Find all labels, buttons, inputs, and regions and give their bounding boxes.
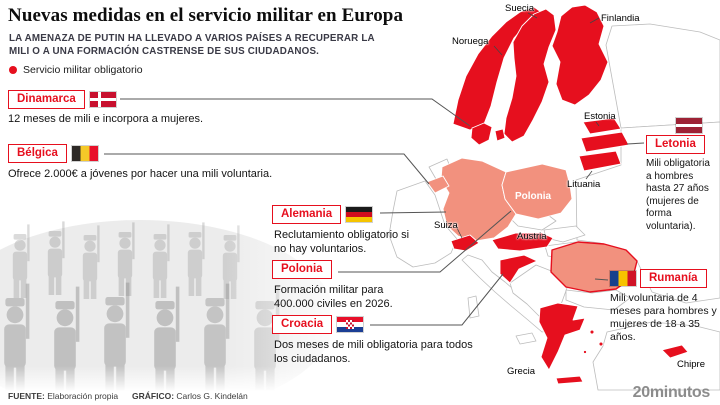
map-island-sicily (515, 332, 537, 345)
denmark-flag-icon (89, 92, 116, 107)
label-pointer-lines (455, 12, 600, 239)
page-title: Nuevas medidas en el servicio militar en… (8, 5, 404, 26)
map-country-switzerland (450, 234, 480, 252)
map-country-latvia (580, 131, 630, 153)
belgium-flag-icon (71, 146, 98, 161)
map-label-austria: Austria (517, 231, 547, 242)
callout-croacia: Croacia (272, 315, 364, 334)
leader-line-letonia (626, 142, 645, 145)
map-island-sardinia (467, 295, 480, 319)
callout-belgica-label: Bélgica (8, 144, 67, 163)
callout-alemania-label: Alemania (272, 205, 342, 224)
callout-alemania-desc: Reclutamiento obligatorio si no hay volu… (274, 229, 410, 255)
subtitle-line-2: MILI O A UNA FORMACIÓN CASTRENSE DE SUS … (9, 45, 320, 57)
callout-croacia-desc: Dos meses de mili obligatoria para todos… (274, 339, 473, 365)
map-island-greek-2 (598, 341, 604, 347)
latvia-flag-icon (676, 118, 702, 133)
pointer-finlandia (589, 17, 600, 24)
map-country-germany (440, 157, 517, 242)
leader-line-belgica (104, 153, 430, 185)
footer-source: FUENTE: Elaboración propia (8, 391, 118, 401)
legend: Servicio militar obligatorio (9, 64, 143, 76)
map-island-greek-3 (582, 349, 588, 355)
pointer-noruega (493, 45, 503, 56)
map-country-finland (551, 4, 609, 106)
callout-croacia-label: Croacia (272, 315, 333, 334)
map-label-polonia: Polonia (515, 191, 552, 202)
romania-flag-icon (610, 271, 636, 286)
map-country-poland (501, 163, 573, 220)
map-country-bulgaria (565, 289, 631, 311)
leader-line-dinamarca (120, 98, 471, 127)
footer-credit-label: GRÁFICO: (132, 391, 175, 401)
leader-line-alemania (379, 211, 447, 214)
footer-credit-value: Carlos G. Kindelán (176, 391, 248, 401)
callout-rumania: Rumanía (640, 269, 707, 288)
callout-rumania-label: Rumanía (640, 269, 707, 288)
leader-line-croacia (370, 273, 504, 326)
map-label-chipre: Chipre (677, 359, 705, 370)
callout-belgica: Bélgica (8, 144, 98, 163)
callout-polonia-desc: Formación militar para 400.000 civiles e… (274, 284, 393, 310)
brand-logo: 20minutos (632, 384, 711, 401)
callout-polonia-label: Polonia (272, 260, 332, 279)
map-country-estonia (582, 117, 622, 135)
footer-source-value: Elaboración propia (47, 391, 119, 401)
callout-letonia-desc: Mili obligatoria a hombres hasta 27 años… (646, 158, 710, 232)
map-island-greek-1 (589, 329, 595, 335)
map-country-cyprus (661, 344, 689, 359)
subtitle-line-1: LA AMENAZA DE PUTIN HA LLEVADO A VARIOS … (9, 33, 375, 44)
red-dot-icon (9, 66, 17, 74)
map-label-estonia: Estonia (584, 111, 616, 122)
leader-line-rumania (594, 278, 609, 281)
map-island-denmark (494, 128, 506, 142)
map-label-lituania: Lituania (567, 179, 601, 190)
pointer-lituania (585, 170, 593, 180)
map-label-grecia: Grecia (507, 366, 535, 377)
footer-credit: GRÁFICO: Carlos G. Kindelán (132, 391, 248, 401)
callout-dinamarca: Dinamarca (8, 90, 116, 109)
callout-alemania: Alemania (272, 205, 373, 224)
map-country-belgium (426, 175, 450, 194)
callout-letonia-label: Letonia (646, 135, 705, 154)
map-country-sweden (503, 8, 557, 143)
callout-rumania-desc: Mili voluntaria de 4 meses para hombres … (610, 292, 717, 343)
callout-dinamarca-desc: 12 meses de mili e incorpora a mujeres. (8, 113, 204, 125)
map-label-finlandia: Finlandia (601, 13, 640, 24)
callout-letonia: Letonia (646, 135, 705, 154)
callout-dinamarca-label: Dinamarca (8, 90, 85, 109)
pointer-suiza (455, 225, 463, 239)
map-country-turkey (592, 321, 720, 391)
footer-source-label: FUENTE: (8, 391, 45, 401)
germany-flag-icon (346, 207, 373, 222)
map-island-crete (555, 375, 584, 385)
legend-label: Servicio militar obligatorio (23, 64, 143, 76)
subtitle: LA AMENAZA DE PUTIN HA LLEVADO A VARIOS … (9, 33, 375, 58)
map-country-croatia (499, 254, 538, 284)
callout-polonia: Polonia (272, 260, 332, 279)
map-country-lithuania (578, 150, 622, 172)
map-label-suecia: Suecia (505, 3, 535, 14)
map-label-noruega: Noruega (452, 36, 489, 47)
map-country-denmark (470, 122, 493, 146)
callout-belgica-desc: Ofrece 2.000€ a jóvenes por hacer una mi… (8, 168, 273, 180)
pointer-estonia (595, 121, 600, 127)
pointer-suecia (527, 12, 538, 19)
map-label-suiza: Suiza (434, 220, 458, 231)
croatia-flag-icon (337, 317, 364, 332)
map-country-austria (491, 232, 554, 252)
map-country-russia-north (605, 23, 720, 129)
map-country-greece (538, 302, 586, 371)
map-country-france (388, 180, 458, 268)
